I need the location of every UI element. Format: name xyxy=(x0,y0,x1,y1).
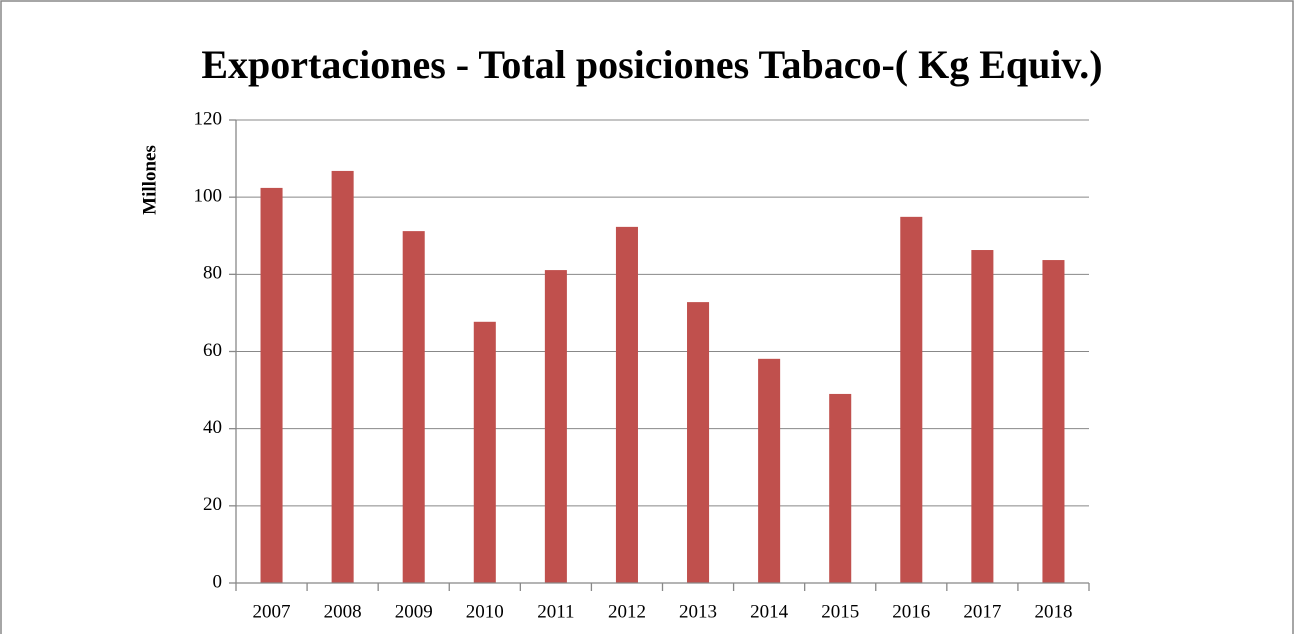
x-tick-label: 2014 xyxy=(750,601,789,622)
bar xyxy=(758,358,781,583)
x-tick-label: 2008 xyxy=(324,601,362,622)
y-tick-label: 100 xyxy=(194,186,223,207)
x-tick-label: 2013 xyxy=(679,601,717,622)
bar xyxy=(1042,260,1065,583)
bar xyxy=(687,302,710,583)
x-tick-label: 2007 xyxy=(253,601,291,622)
y-tick-label: 60 xyxy=(203,340,222,361)
x-tick-label: 2015 xyxy=(821,601,859,622)
y-tick-label: 20 xyxy=(203,494,222,515)
x-tick-label: 2018 xyxy=(1034,601,1072,622)
bar xyxy=(402,231,425,583)
x-tick-label: 2012 xyxy=(608,601,646,622)
y-tick-label: 80 xyxy=(203,263,222,284)
y-axis-label: Millones xyxy=(139,145,160,215)
x-tick-label: 2011 xyxy=(537,601,574,622)
bar xyxy=(615,226,638,583)
x-tick-label: 2010 xyxy=(466,601,504,622)
chart-title: Exportaciones - Total posiciones Tabaco-… xyxy=(201,42,1102,87)
y-tick-label: 40 xyxy=(203,417,222,438)
y-tick-label: 0 xyxy=(213,571,223,592)
x-tick-label: 2016 xyxy=(892,601,930,622)
bar xyxy=(900,216,923,583)
bar xyxy=(544,270,567,583)
bar xyxy=(971,250,994,584)
y-tick-label: 120 xyxy=(194,108,223,129)
bar xyxy=(331,170,354,583)
bar xyxy=(829,393,852,583)
x-tick-label: 2017 xyxy=(963,601,1001,622)
bar xyxy=(473,321,496,583)
x-tick-label: 2009 xyxy=(395,601,433,622)
bar xyxy=(260,187,283,583)
